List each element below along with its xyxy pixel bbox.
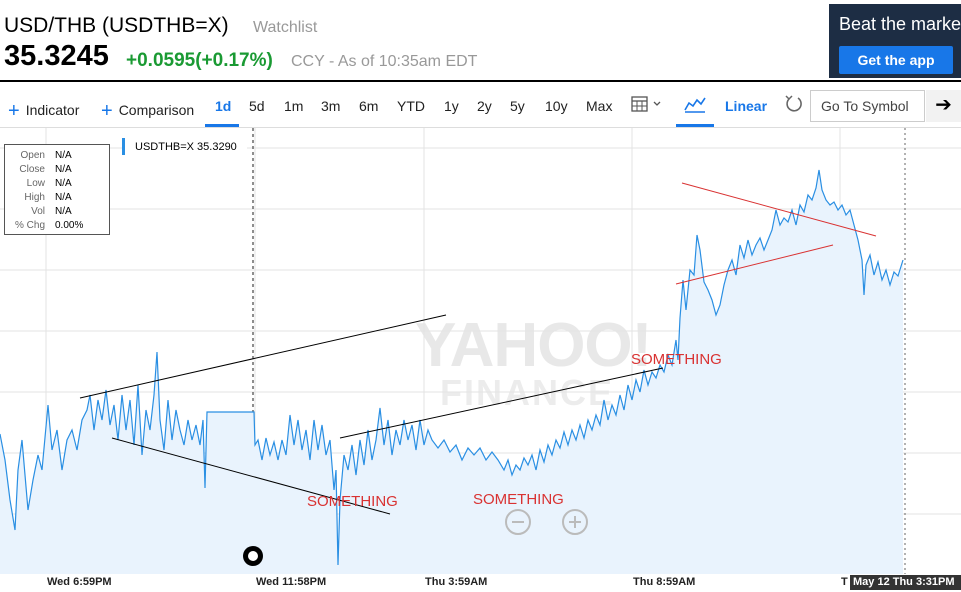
- trendline-rising: [339, 367, 664, 439]
- active-range-indicator: [205, 124, 239, 127]
- trendline-red-bottom: [675, 244, 834, 285]
- ohlc-value: 0.00%: [55, 220, 84, 231]
- area-fill: [0, 170, 903, 574]
- quote-timestamp: CCY - As of 10:35am EDT: [291, 53, 478, 70]
- ohlc-value: N/A: [55, 164, 72, 175]
- zoom-out-button[interactable]: [505, 509, 531, 535]
- plus-icon: +: [8, 100, 20, 122]
- x-tick-label: Wed 6:59PM: [47, 576, 112, 588]
- ticker-title: USD/THB (USDTHB=X): [4, 14, 229, 37]
- x-tick-label: Thu 8:59AM: [633, 576, 696, 588]
- ohlc-value: N/A: [55, 178, 72, 189]
- series-legend-label: USDTHB=X 35.3290: [135, 141, 237, 153]
- annotation-text[interactable]: SOMETHING: [307, 493, 398, 510]
- calendar-icon: [631, 96, 661, 112]
- ohlc-info-box: Open N/A Close N/A Low N/A High N/A Vol N/A %…: [4, 144, 110, 235]
- ohlc-label: High: [24, 192, 45, 203]
- range-1m[interactable]: 1m: [284, 98, 304, 114]
- quote-header: USD/THB (USDTHB=X) Watchlist 35.3245 +0.…: [0, 0, 961, 82]
- ohlc-row-close: Close N/A: [5, 162, 109, 176]
- date-picker-button[interactable]: [630, 94, 664, 117]
- ohlc-value: N/A: [55, 206, 72, 217]
- arrow-right-icon: ➔: [935, 94, 952, 116]
- event-marker-icon[interactable]: [243, 546, 263, 566]
- ohlc-label: Vol: [31, 206, 45, 217]
- scale-linear-button[interactable]: Linear: [725, 98, 768, 114]
- zoom-in-button[interactable]: [562, 509, 588, 535]
- watermark-yahoo: YAHOO!: [415, 311, 652, 380]
- range-5d[interactable]: 5d: [249, 98, 265, 114]
- price-series-line: [0, 169, 904, 566]
- ohlc-label: Low: [26, 178, 45, 189]
- range-6m[interactable]: 6m: [359, 98, 379, 114]
- watchlist-link[interactable]: Watchlist: [253, 19, 318, 36]
- x-tick-label: T: [841, 576, 848, 588]
- reset-button[interactable]: [783, 94, 803, 117]
- chart-toolbar: + Indicator + Comparison 1d 5d 1m 3m 6m YT…: [0, 84, 961, 128]
- series-color-swatch: [122, 138, 125, 155]
- range-ytd[interactable]: YTD: [397, 98, 425, 114]
- series-legend[interactable]: USDTHB=X 35.3290: [122, 136, 247, 158]
- comparison-button[interactable]: + Comparison: [101, 98, 195, 122]
- price-value: 35.3245: [4, 40, 109, 72]
- crosshair-time-label: May 12 Thu 3:31PM: [850, 575, 961, 590]
- ohlc-label: Close: [19, 164, 45, 175]
- ohlc-row-high: High N/A: [5, 190, 109, 204]
- area-chart-icon: [684, 97, 706, 113]
- ohlc-row-pctchg: % Chg 0.00%: [5, 218, 109, 232]
- range-5y[interactable]: 5y: [510, 98, 525, 114]
- goto-submit-button[interactable]: ➔: [926, 90, 961, 122]
- chevron-down-icon: [653, 101, 661, 106]
- range-1d[interactable]: 1d: [215, 98, 232, 114]
- x-tick-label: Wed 11:58PM: [256, 576, 327, 588]
- promo-text: Beat the marke: [839, 14, 961, 34]
- ohlc-row-low: Low N/A: [5, 176, 109, 190]
- ohlc-row-open: Open N/A: [5, 148, 109, 162]
- trendline-red-top: [681, 182, 877, 237]
- trendline-channel-bottom: [111, 437, 391, 515]
- chart-type-button[interactable]: [684, 94, 706, 117]
- price-change: +0.0595(+0.17%): [126, 50, 273, 71]
- ohlc-label: % Chg: [14, 220, 45, 231]
- x-tick-label: Thu 3:59AM: [425, 576, 488, 588]
- comparison-label: Comparison: [118, 102, 195, 118]
- annotation-text[interactable]: SOMETHING: [473, 491, 564, 508]
- range-3m[interactable]: 3m: [321, 98, 341, 114]
- plus-icon: +: [101, 100, 113, 122]
- annotation-text[interactable]: SOMETHING: [631, 351, 722, 368]
- range-max[interactable]: Max: [586, 98, 613, 114]
- ohlc-value: N/A: [55, 192, 72, 203]
- reset-icon: [785, 95, 802, 112]
- range-1y[interactable]: 1y: [444, 98, 459, 114]
- indicator-button[interactable]: + Indicator: [8, 98, 80, 122]
- app-promo-banner[interactable]: Beat the marke Get the app: [829, 4, 961, 78]
- active-tool-indicator: [676, 124, 714, 127]
- trendline-channel-top: [79, 314, 447, 399]
- range-2y[interactable]: 2y: [477, 98, 492, 114]
- drawn-trendlines: [79, 182, 877, 515]
- indicator-label: Indicator: [25, 102, 80, 118]
- goto-symbol-input[interactable]: Go To Symbol: [810, 90, 925, 122]
- ohlc-row-vol: Vol N/A: [5, 204, 109, 218]
- ohlc-value: N/A: [55, 150, 72, 161]
- ohlc-label: Open: [20, 150, 45, 161]
- get-app-button[interactable]: Get the app: [839, 46, 953, 74]
- range-10y[interactable]: 10y: [545, 98, 568, 114]
